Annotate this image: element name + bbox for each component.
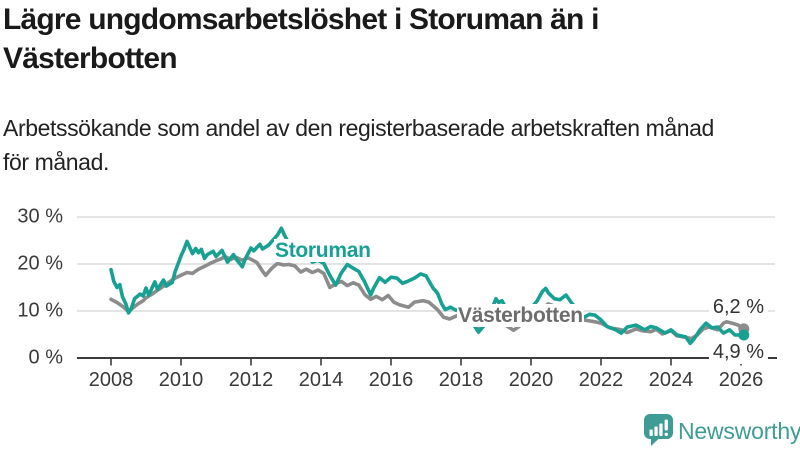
line-västerbotten (109, 254, 746, 341)
chart-subtitle-line-1: Arbetssökande som andel av den registerb… (3, 115, 714, 141)
end-value-label-storuman: 4,9 % (708, 341, 768, 364)
x-tick-label-2024: 2024 (648, 369, 694, 391)
data-series (109, 226, 746, 346)
page-title: Lägre ungdomsarbetslöshet i Storuman än … (3, 0, 783, 78)
y-tick-label-10: 10 % (17, 299, 63, 322)
x-tick-label-2010: 2010 (158, 369, 204, 391)
series-end-dots (738, 323, 750, 341)
end-dot-storuman (738, 329, 750, 341)
x-tick-label-2018: 2018 (438, 369, 484, 391)
x-tick-label-2026: 2026 (718, 369, 764, 391)
brand-name: Newsworthy (678, 418, 800, 444)
y-tick-label-0: 0 % (28, 346, 63, 369)
series-label-vasterbotten: Västerbotten (457, 304, 584, 327)
newsworthy-logo-icon (644, 414, 673, 446)
y-tick-label-30: 30 % (17, 205, 63, 228)
gridlines (77, 216, 775, 312)
chart-subtitle: Arbetssökande som andel av den registerb… (3, 111, 793, 179)
x-tick-label-2012: 2012 (228, 369, 274, 391)
x-tick-label-2020: 2020 (508, 369, 554, 391)
page-title-line-2: Västerbotten (3, 42, 178, 75)
page-title-line-1: Lägre ungdomsarbetslöshet i Storuman än … (3, 3, 599, 36)
y-tick-label-20: 20 % (17, 252, 63, 275)
x-tick-label-2022: 2022 (578, 369, 624, 391)
x-axis (77, 357, 777, 366)
x-tick-label-2016: 2016 (368, 369, 414, 391)
brand-footer: Newsworthy (644, 414, 800, 448)
chart-subtitle-line-2: för månad. (3, 149, 109, 175)
end-value-label-vasterbotten: 6,2 % (708, 296, 768, 319)
x-tick-label-2008: 2008 (88, 369, 134, 391)
x-tick-label-2014: 2014 (298, 369, 344, 391)
line-storuman (109, 226, 746, 346)
series-label-storuman: Storuman (274, 239, 372, 262)
